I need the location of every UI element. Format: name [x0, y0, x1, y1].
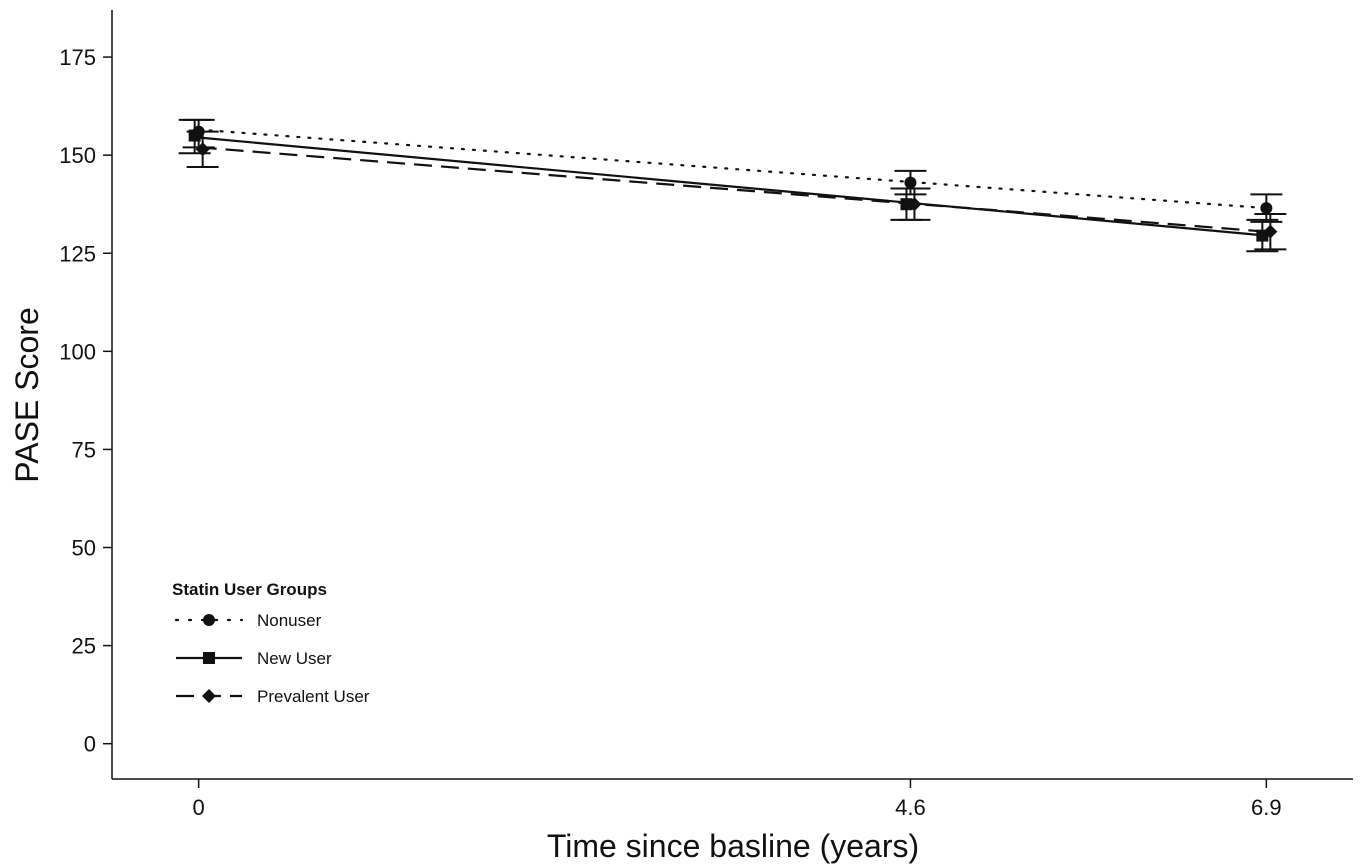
y-axis-title: PASE Score [9, 307, 45, 482]
data-point-nonuser [1260, 202, 1273, 215]
series-line-nonuser [197, 128, 1268, 210]
data-point-prevalent-user [195, 142, 210, 157]
data-point-nonuser [904, 176, 917, 189]
legend-label-prevalent-user: Prevalent User [257, 687, 370, 706]
legend: Statin User Groups Nonuser New User Preval… [172, 580, 370, 706]
y-tick-label: 100 [59, 339, 96, 364]
y-tick-label: 0 [84, 732, 96, 757]
data-point-prevalent-user [1263, 224, 1278, 239]
y-tick-label: 75 [72, 437, 96, 462]
legend-label-nonuser: Nonuser [257, 611, 322, 630]
data-point-prevalent-user [907, 197, 922, 212]
y-tick-label: 150 [59, 143, 96, 168]
legend-title: Statin User Groups [172, 580, 327, 599]
y-tick-label: 175 [59, 45, 96, 70]
markers [188, 125, 1278, 242]
fit-lines [197, 128, 1268, 237]
legend-marker-nonuser [203, 614, 215, 626]
series-line-new-user [198, 136, 1267, 237]
data-point-new-user [900, 198, 913, 211]
axes [111, 10, 1353, 780]
x-tick-label: 0 [193, 795, 205, 820]
x-tick-label: 4.6 [895, 795, 926, 820]
y-ticks: 0 25 50 75 100 125 150 175 [59, 45, 112, 757]
legend-entries: Nonuser New User Prevalent User [174, 611, 370, 706]
x-tick-label: 6.9 [1251, 795, 1282, 820]
legend-label-new-user: New User [257, 649, 332, 668]
legend-marker-prevalent-user [202, 689, 216, 703]
x-ticks: 0 4.6 6.9 [193, 779, 1282, 820]
y-tick-label: 25 [72, 634, 96, 659]
data-point-new-user [188, 129, 201, 142]
y-tick-label: 125 [59, 241, 96, 266]
y-tick-label: 50 [72, 536, 96, 561]
x-axis-title: Time since basline (years) [547, 828, 919, 864]
series-line-prevalent-user [198, 146, 1267, 233]
legend-marker-new-user [203, 652, 215, 664]
